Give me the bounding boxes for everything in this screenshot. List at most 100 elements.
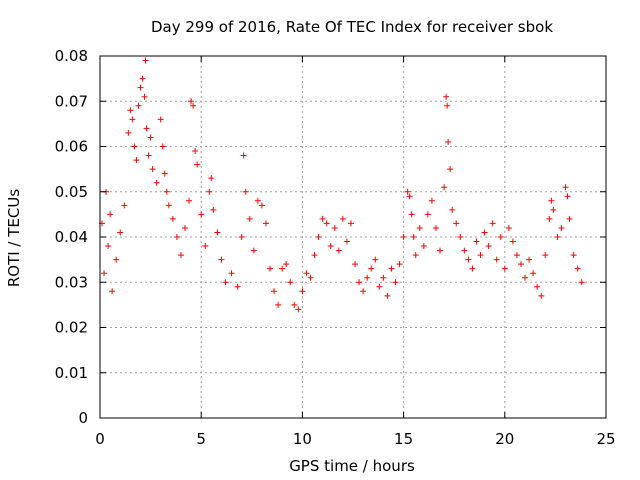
data-point — [218, 256, 225, 263]
data-point — [424, 211, 431, 218]
data-point — [139, 75, 146, 82]
data-point — [432, 224, 439, 231]
data-point — [143, 125, 150, 132]
data-point — [489, 220, 496, 227]
data-point — [142, 57, 149, 64]
data-point — [190, 102, 197, 109]
data-point — [562, 184, 569, 191]
data-point — [564, 193, 571, 200]
data-point — [335, 247, 342, 254]
data-point — [538, 292, 545, 299]
data-point — [404, 188, 411, 195]
data-point — [473, 238, 480, 245]
data-point — [153, 179, 160, 186]
data-point — [352, 261, 359, 268]
y-tick-label: 0.01 — [55, 364, 88, 382]
data-point — [509, 238, 516, 245]
data-point — [497, 234, 504, 240]
data-point — [159, 143, 166, 150]
data-point — [416, 224, 423, 231]
data-point — [428, 197, 435, 204]
data-point — [481, 229, 488, 236]
data-point — [447, 166, 454, 173]
chart-title: Day 299 of 2016, Rate Of TEC Index for r… — [151, 18, 553, 36]
data-point — [109, 288, 116, 295]
data-point — [410, 234, 417, 240]
data-point — [546, 215, 553, 222]
data-point — [453, 220, 460, 227]
data-point — [408, 211, 415, 218]
data-point — [141, 93, 148, 100]
data-points — [99, 57, 585, 313]
data-point — [283, 261, 290, 268]
data-point — [303, 270, 310, 277]
data-point — [400, 234, 407, 240]
data-point — [558, 224, 565, 231]
y-tick-label: 0.03 — [55, 273, 88, 291]
data-point — [449, 206, 456, 213]
data-point — [493, 256, 500, 263]
data-point — [356, 279, 363, 286]
data-point — [149, 166, 156, 173]
data-point — [406, 193, 413, 200]
data-point — [208, 175, 215, 182]
data-point — [574, 265, 581, 272]
data-point — [202, 243, 209, 250]
data-point — [206, 188, 213, 195]
data-point — [188, 98, 195, 105]
data-point — [186, 197, 193, 204]
data-point — [125, 129, 132, 136]
x-tick-label: 5 — [196, 430, 206, 448]
data-point — [145, 152, 152, 159]
data-point — [469, 265, 476, 272]
data-point — [522, 274, 529, 281]
data-point — [161, 170, 168, 177]
data-point — [182, 224, 189, 231]
data-point — [165, 202, 172, 209]
data-point — [246, 215, 253, 222]
data-point — [323, 220, 330, 227]
data-point — [457, 234, 464, 240]
data-point — [107, 211, 114, 218]
data-point — [392, 279, 399, 286]
data-point — [173, 234, 180, 240]
data-point — [444, 102, 451, 109]
data-point — [360, 288, 367, 295]
data-point — [437, 247, 444, 254]
data-point — [396, 261, 403, 268]
data-point — [258, 202, 265, 209]
data-point — [384, 292, 391, 299]
data-point — [513, 252, 520, 259]
data-point — [163, 188, 170, 195]
data-point — [192, 148, 199, 155]
data-point — [465, 256, 472, 263]
y-tick-label: 0.06 — [55, 138, 88, 156]
data-point — [234, 283, 241, 290]
data-point — [331, 224, 338, 231]
data-point — [287, 279, 294, 286]
data-point — [364, 274, 371, 281]
data-point — [101, 270, 108, 277]
data-point — [113, 256, 120, 263]
y-tick-label: 0 — [78, 409, 88, 427]
y-tick-label: 0.07 — [55, 92, 88, 110]
data-point — [147, 134, 154, 141]
x-tick-label: 10 — [293, 430, 312, 448]
data-point — [198, 211, 205, 218]
data-point — [250, 247, 257, 254]
y-axis-label: ROTI / TECUs — [5, 189, 23, 287]
data-point — [534, 283, 541, 290]
data-point — [240, 152, 247, 159]
data-point — [347, 220, 354, 227]
data-point — [267, 265, 274, 272]
data-point — [295, 306, 302, 313]
data-point — [548, 197, 555, 204]
data-point — [210, 206, 217, 213]
data-point — [327, 243, 334, 250]
data-point — [445, 138, 452, 145]
data-point — [157, 116, 164, 123]
data-point — [315, 234, 322, 240]
data-point — [420, 243, 427, 250]
grid-lines — [100, 56, 606, 418]
